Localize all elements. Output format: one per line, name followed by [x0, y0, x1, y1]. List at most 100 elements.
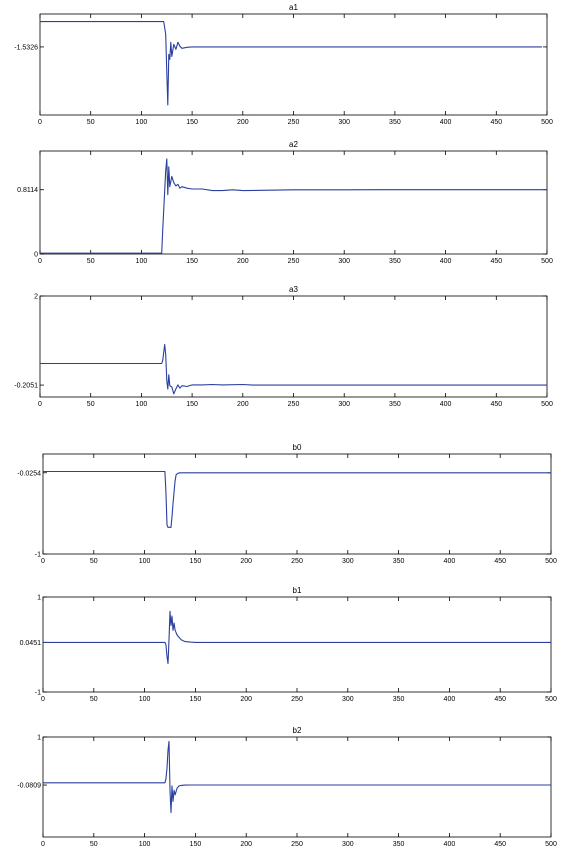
x-tick-label: 300	[338, 401, 350, 408]
x-tick-label: 250	[291, 841, 303, 848]
x-tick-label: 300	[342, 841, 354, 848]
series-line-b2	[43, 740, 551, 814]
y-tick-label: 2	[34, 294, 38, 301]
x-tick-label: 400	[444, 696, 456, 703]
x-tick-label: 100	[139, 696, 151, 703]
y-tick-label: 0	[34, 252, 38, 259]
x-tick-label: 150	[186, 119, 198, 126]
x-tick-label: 450	[490, 119, 502, 126]
y-tick-label: 0.8114	[17, 187, 38, 194]
x-tick-label: 0	[38, 258, 42, 265]
y-tick-label: -1.5326	[14, 44, 38, 51]
x-tick-label: 150	[190, 558, 202, 565]
y-tick-label: -0.2051	[14, 383, 38, 390]
x-tick-label: 500	[545, 696, 557, 703]
y-tick-label: 0.0451	[20, 640, 42, 647]
axes-frame	[42, 736, 552, 838]
x-tick-label: 450	[494, 841, 506, 848]
x-tick-label: 300	[342, 696, 354, 703]
x-tick-label: 450	[494, 696, 506, 703]
panel-title: a1	[289, 3, 298, 12]
x-tick-label: 0	[38, 401, 42, 408]
y-tick-label: -1	[35, 690, 41, 697]
x-tick-label: 350	[389, 401, 401, 408]
series-line-b0	[43, 470, 551, 528]
x-tick-label: 200	[240, 696, 252, 703]
x-tick-label: 50	[90, 696, 98, 703]
panel-b1: b1 0 50 100 150 200 250 300 350 400 450 500 -1 0.0451…	[20, 586, 557, 703]
x-tick-label: 0	[38, 119, 42, 126]
x-tick-label: 0	[41, 558, 45, 565]
panel-a3: a3 0 50 100 150 200 250 300 350 400 450 500 -0.2051 2	[14, 285, 553, 408]
x-tick-label: 500	[545, 558, 557, 565]
panel-title: b2	[293, 726, 302, 735]
axes-frame	[39, 13, 548, 116]
x-tick-label: 50	[87, 401, 95, 408]
axes-frame	[42, 596, 552, 693]
panel-title: b1	[293, 586, 302, 595]
y-tick-label: 1	[37, 595, 41, 602]
y-tick-label: 1	[37, 735, 41, 742]
x-tick-label: 150	[190, 696, 202, 703]
x-tick-label: 200	[240, 558, 252, 565]
x-tick-label: 50	[87, 258, 95, 265]
series-line-a3	[40, 343, 547, 395]
x-tick-label: 450	[490, 258, 502, 265]
panel-b0: b0 0 50 100 150 200 250 300 350 400 450 500 -1 -0.025…	[17, 443, 557, 565]
y-tick-label: -0.0809	[17, 783, 41, 790]
x-tick-label: 200	[237, 258, 249, 265]
x-tick-label: 150	[186, 258, 198, 265]
panel-title: a2	[289, 140, 298, 149]
x-tick-label: 200	[237, 119, 249, 126]
x-tick-label: 400	[444, 841, 456, 848]
x-tick-label: 0	[41, 841, 45, 848]
x-tick-label: 250	[291, 696, 303, 703]
x-tick-label: 250	[288, 401, 300, 408]
axes-frame	[42, 453, 552, 555]
x-tick-label: 50	[90, 558, 98, 565]
x-tick-label: 500	[545, 841, 557, 848]
series-line-b1	[43, 610, 551, 665]
panel-title: a3	[289, 285, 298, 294]
x-tick-label: 500	[541, 258, 553, 265]
series-line-a1	[40, 21, 542, 106]
x-tick-label: 400	[440, 401, 452, 408]
x-tick-label: 100	[139, 841, 151, 848]
y-tick-label: -1	[35, 552, 41, 559]
x-tick-label: 250	[288, 119, 300, 126]
x-tick-label: 0	[41, 696, 45, 703]
x-tick-label: 350	[393, 841, 405, 848]
panel-a1: a1 0 50 100 150 200 250 300 350 400 450 500 -1.5326	[14, 3, 553, 126]
axes-frame	[39, 295, 548, 398]
x-tick-label: 150	[186, 401, 198, 408]
x-tick-label: 500	[541, 119, 553, 126]
x-tick-label: 500	[541, 401, 553, 408]
panel-title: b0	[293, 443, 302, 452]
x-tick-label: 200	[237, 401, 249, 408]
panel-a2: a2 0 50 100 150 200 250 300 350 400 450 500 0 0.8114	[17, 140, 553, 265]
series-line-a2	[40, 158, 547, 254]
panel-b2: b2 0 50 100 150 200 250 300 350 400 450 500 -0.0809 1	[17, 726, 557, 848]
y-tick-label: -0.0254	[17, 470, 41, 477]
x-tick-label: 350	[393, 558, 405, 565]
x-tick-label: 350	[393, 696, 405, 703]
x-tick-label: 100	[136, 258, 148, 265]
x-tick-label: 250	[288, 258, 300, 265]
x-tick-label: 100	[136, 401, 148, 408]
x-tick-label: 50	[90, 841, 98, 848]
axes-frame	[39, 150, 548, 255]
x-tick-label: 300	[338, 119, 350, 126]
x-tick-label: 200	[240, 841, 252, 848]
x-tick-label: 400	[440, 258, 452, 265]
x-tick-label: 400	[440, 119, 452, 126]
x-tick-label: 100	[136, 119, 148, 126]
x-tick-label: 300	[342, 558, 354, 565]
x-tick-label: 100	[139, 558, 151, 565]
x-tick-label: 450	[490, 401, 502, 408]
x-tick-label: 450	[494, 558, 506, 565]
x-tick-label: 350	[389, 258, 401, 265]
x-tick-label: 300	[338, 258, 350, 265]
x-tick-label: 400	[444, 558, 456, 565]
x-tick-label: 250	[291, 558, 303, 565]
